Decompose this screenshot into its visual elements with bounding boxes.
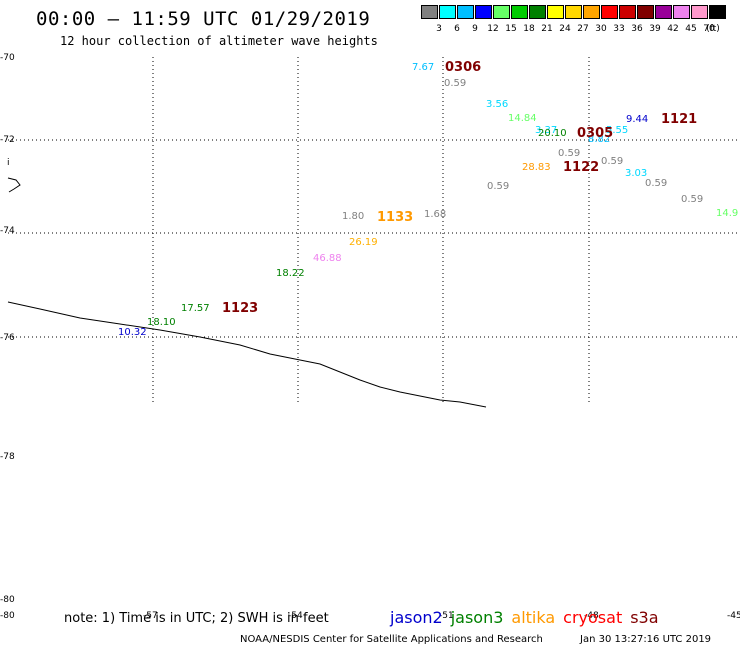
longitude-label: -51 <box>439 611 454 621</box>
legend-swatch <box>457 5 474 19</box>
latitude-label: -76 <box>0 333 15 343</box>
satellite-name: altika <box>511 608 556 627</box>
legend-label: 70 <box>703 24 715 34</box>
legend-label: 39 <box>649 24 661 34</box>
latitude-label: -80 <box>0 595 15 605</box>
legend-swatch <box>637 5 654 19</box>
wave-height-value: 26.19 <box>349 237 378 248</box>
satellite-name: jason3 <box>450 608 504 627</box>
legend-swatch <box>529 5 546 19</box>
latitude-label: -78 <box>0 452 15 462</box>
legend-label: 27 <box>577 24 589 34</box>
wave-height-value: 0.59 <box>681 194 703 205</box>
pass-time-label: 1121 <box>661 112 697 127</box>
wave-height-value: 20.10 <box>538 128 567 139</box>
pass-time-label: 1123 <box>222 301 258 316</box>
legend-label: 30 <box>595 24 607 34</box>
latitude-label: -80 <box>0 611 15 621</box>
legend-label: 6 <box>454 24 460 34</box>
lat-lon-grid: -70 -72 -74 -76 -78 -80 -80 -57 -54 -51 -48 -45 i <box>0 53 740 621</box>
longitude-label: -54 <box>288 611 303 621</box>
wave-height-value: 17.57 <box>181 303 210 314</box>
wave-height-value: 3.37 <box>535 125 557 136</box>
legend-swatch <box>673 5 690 19</box>
legend-units: (ft) <box>706 24 720 34</box>
longitude-label: -45 <box>727 611 740 621</box>
satellite-name: jason2 <box>390 608 443 627</box>
wave-height-value: 0.59 <box>645 178 667 189</box>
wave-height-value: 9.44 <box>626 114 648 125</box>
legend-swatch <box>475 5 492 19</box>
color-scale-legend: 3 6 9 12 15 18 21 24 27 30 33 36 39 42 45 70 (ft) <box>421 4 738 34</box>
wave-height-value: 5.55 <box>606 125 628 136</box>
satellite-name: cryosat <box>563 608 623 627</box>
units-note: note: 1) Time is in UTC; 2) SWH is in fe… <box>64 611 329 626</box>
legend-swatch <box>439 5 456 19</box>
wave-height-value: 3.03 <box>625 168 647 179</box>
pass-time-label: 0306 <box>445 60 481 75</box>
legend-label: 45 <box>685 24 697 34</box>
wave-height-value: 8.82 <box>588 134 610 145</box>
wave-height-value: 0.59 <box>487 181 509 192</box>
wave-height-value: 10.32 <box>118 327 147 338</box>
wave-height-value: 18.10 <box>147 317 176 328</box>
legend-label: 12 <box>487 24 499 34</box>
longitude-label: -57 <box>143 611 158 621</box>
credit-text: NOAA/NESDIS Center for Satellite Applica… <box>240 634 543 645</box>
legend-swatch <box>691 5 708 19</box>
legend-swatch <box>511 5 528 19</box>
wave-height-value: 3.56 <box>486 99 508 110</box>
legend-label: 9 <box>472 24 478 34</box>
pass-time-label: 1133 <box>377 210 413 225</box>
legend-label: 21 <box>541 24 553 34</box>
legend-label: 24 <box>559 24 571 34</box>
legend-swatch <box>547 5 564 19</box>
latitude-label: -70 <box>0 53 15 63</box>
wave-height-value: 14.84 <box>508 113 537 124</box>
wave-height-value: 46.88 <box>313 253 342 264</box>
generation-timestamp: Jan 30 13:27:16 UTC 2019 <box>580 634 712 645</box>
wave-height-value: 28.83 <box>522 162 551 173</box>
legend-swatch <box>709 5 726 19</box>
pass-time-label: 0305 <box>577 126 613 141</box>
legend-label: 36 <box>631 24 643 34</box>
legend-label: 15 <box>505 24 517 34</box>
longitude-label: -48 <box>584 611 599 621</box>
satellite-legend: jason2 jason3 altika cryosat s3a <box>390 608 667 627</box>
legend-swatch <box>601 5 618 19</box>
legend-label: 3 <box>436 24 442 34</box>
wave-height-value: 1.68 <box>424 209 446 220</box>
coastline-fragment <box>7 177 21 193</box>
legend-swatch <box>421 5 438 19</box>
wave-height-value: 18.22 <box>276 268 305 279</box>
legend-label: 33 <box>613 24 625 34</box>
coast-marker: i <box>7 158 10 168</box>
page-title: 00:00 – 11:59 UTC 01/29/2019 <box>36 8 371 30</box>
wave-height-value: 14.9 <box>716 208 738 219</box>
latitude-label: -74 <box>0 226 15 236</box>
latitude-label: -72 <box>0 135 15 145</box>
legend-swatch <box>493 5 510 19</box>
coastline <box>7 301 487 408</box>
page-subtitle: 12 hour collection of altimeter wave hei… <box>60 34 378 48</box>
wave-height-value: 1.80 <box>342 211 364 222</box>
legend-swatch <box>565 5 582 19</box>
legend-label: 42 <box>667 24 679 34</box>
legend-swatch <box>583 5 600 19</box>
legend-swatch <box>655 5 672 19</box>
wave-height-value: 0.59 <box>558 148 580 159</box>
wave-height-value: 7.67 <box>412 62 434 73</box>
wave-height-value: 0.59 <box>601 156 623 167</box>
satellite-name: s3a <box>630 608 659 627</box>
legend-swatch <box>619 5 636 19</box>
legend-label: 18 <box>523 24 535 34</box>
wave-height-value: 0.59 <box>444 78 466 89</box>
pass-time-label: 1122 <box>563 160 599 175</box>
